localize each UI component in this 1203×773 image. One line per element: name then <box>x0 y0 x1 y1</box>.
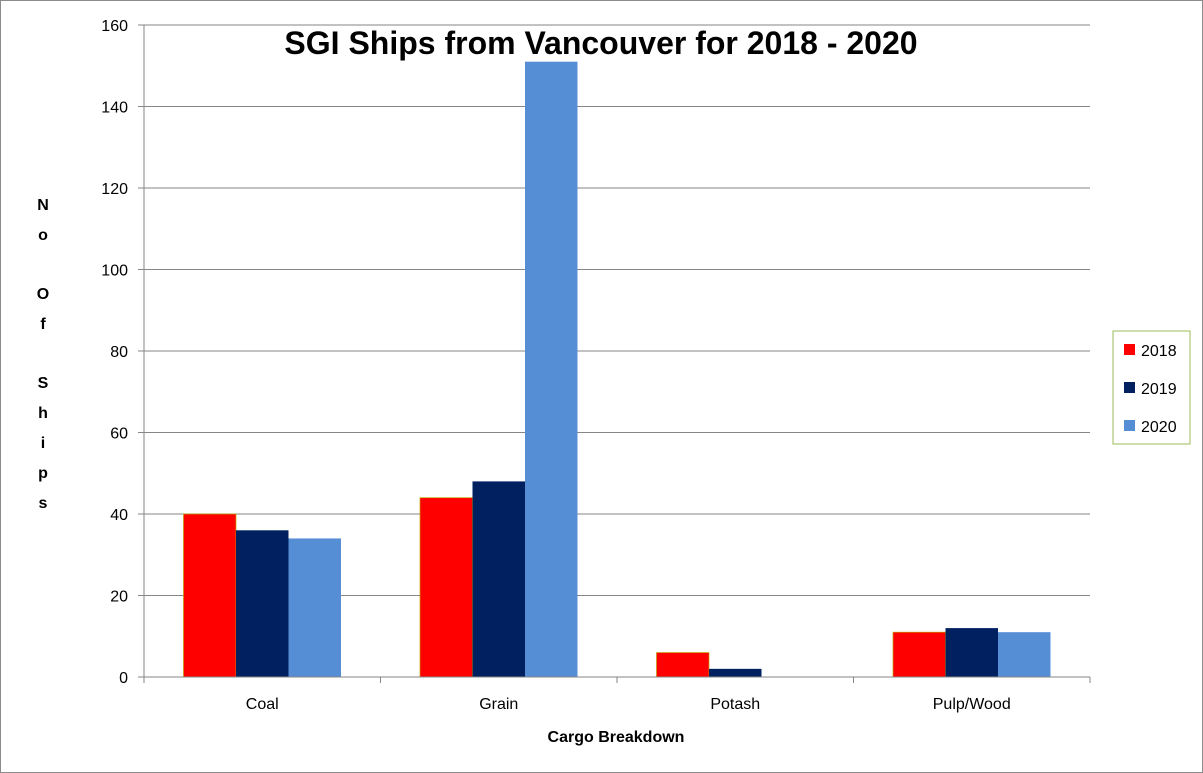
y-tick-label: 40 <box>110 507 128 524</box>
bar-potash-2019 <box>709 668 762 677</box>
bar-potash-2018 <box>656 652 710 678</box>
bar-grain-2020 <box>525 61 578 678</box>
axes <box>138 24 1091 683</box>
x-axis-label: Cargo Breakdown <box>548 729 685 746</box>
y-tick-label: 60 <box>110 426 128 443</box>
y-tick-label: 160 <box>101 18 128 35</box>
bar-coal-2019 <box>236 530 289 677</box>
y-axis-label-letter: O <box>37 286 49 303</box>
y-axis-label-letter: h <box>38 405 48 422</box>
legend: 2018 2019 2020 <box>1112 330 1191 445</box>
x-tick-label: Grain <box>479 696 518 713</box>
y-tick-label: 120 <box>101 181 128 198</box>
bar-pulp-wood-2020 <box>998 632 1051 677</box>
legend-swatch-2019 <box>1124 382 1135 393</box>
legend-label-2020: 2020 <box>1141 419 1177 436</box>
x-tick-labels: Coal Grain Potash Pulp/Wood <box>246 696 1011 713</box>
legend-label-2019: 2019 <box>1141 381 1177 398</box>
y-axis-label-letter: S <box>38 375 49 392</box>
y-tick-label: 0 <box>119 670 128 687</box>
x-tick-label: Potash <box>710 696 760 713</box>
bars <box>183 61 1051 678</box>
y-axis-label-letter: i <box>41 435 45 452</box>
gridlines <box>144 24 1090 596</box>
chart-title: SGI Ships from Vancouver for 2018 - 2020 <box>284 25 917 61</box>
bar-coal-2020 <box>288 538 341 677</box>
y-tick-labels: 0 20 40 60 80 100 120 140 160 <box>101 18 128 687</box>
y-axis-label-letter: f <box>40 316 46 333</box>
bar-grain-2019 <box>472 481 525 677</box>
legend-swatch-2020 <box>1124 420 1135 431</box>
y-axis-label: No Of Ships <box>37 197 49 512</box>
x-tick-label: Pulp/Wood <box>933 696 1011 713</box>
y-axis-label-letter: p <box>38 465 48 482</box>
y-axis-label-letter: s <box>39 495 48 512</box>
bar-pulp-wood-2018 <box>892 631 946 678</box>
legend-swatch-2018 <box>1124 344 1135 355</box>
y-tick-label: 20 <box>110 589 128 606</box>
bar-coal-2018 <box>183 513 237 678</box>
y-axis-label-letter: o <box>38 227 48 244</box>
x-tick-label: Coal <box>246 696 279 713</box>
y-tick-label: 100 <box>101 263 128 280</box>
bar-pulp-wood-2019 <box>945 628 998 677</box>
y-axis-label-letter: N <box>37 197 49 214</box>
bar-grain-2018 <box>419 497 473 678</box>
y-tick-label: 80 <box>110 344 128 361</box>
legend-label-2018: 2018 <box>1141 343 1177 360</box>
y-tick-label: 140 <box>101 100 128 117</box>
